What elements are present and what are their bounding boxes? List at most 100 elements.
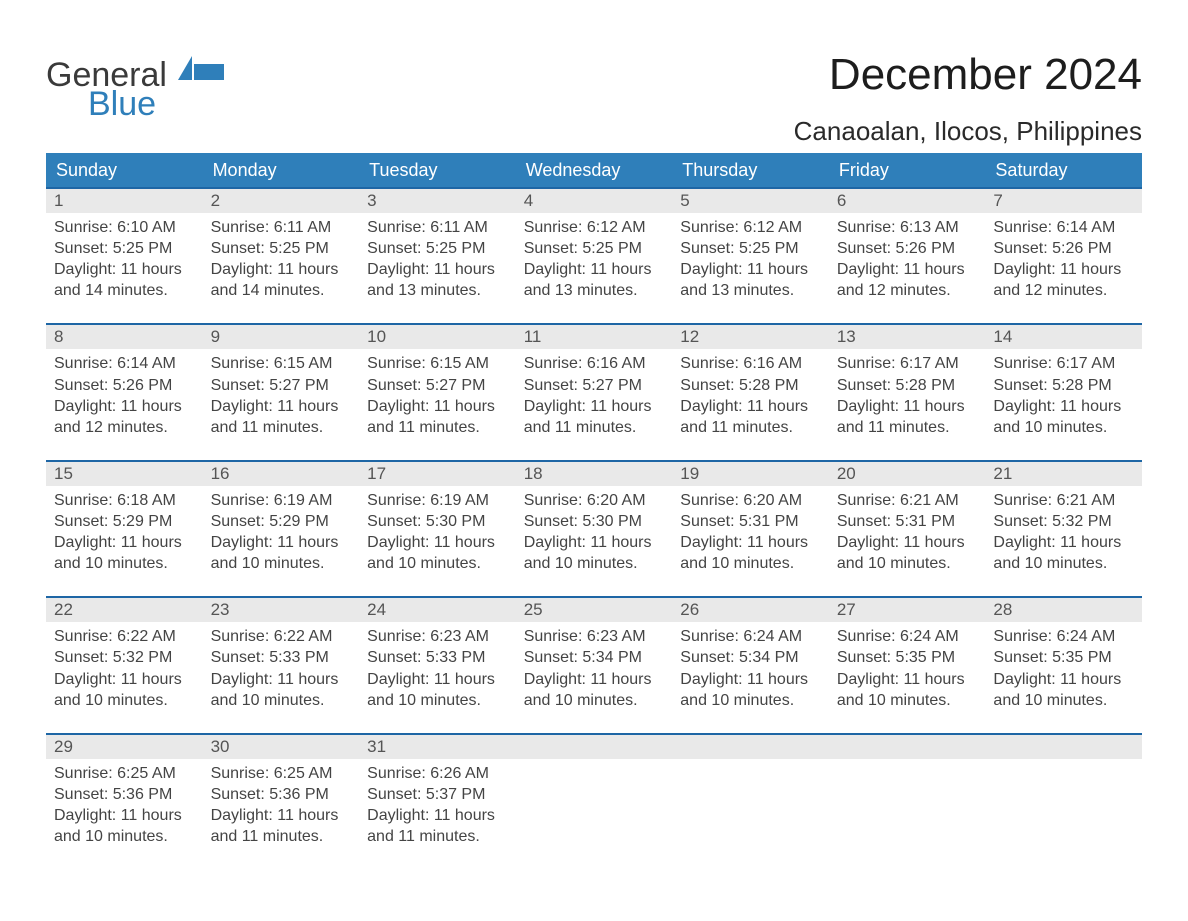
day-sunset: Sunset: 5:35 PM: [837, 647, 978, 668]
day-daylight1: Daylight: 11 hours: [993, 669, 1134, 690]
day-sunset: Sunset: 5:36 PM: [54, 784, 195, 805]
day-number: 30: [203, 737, 360, 757]
day-sunset: Sunset: 5:26 PM: [54, 375, 195, 396]
day-daylight1: Daylight: 11 hours: [837, 396, 978, 417]
day-daylight2: and 11 minutes.: [367, 417, 508, 438]
day-sunset: Sunset: 5:32 PM: [993, 511, 1134, 532]
day-daylight1: Daylight: 11 hours: [993, 259, 1134, 280]
day-daylight1: Daylight: 11 hours: [680, 532, 821, 553]
day-daylight1: Daylight: 11 hours: [837, 259, 978, 280]
day-sunrise: Sunrise: 6:15 AM: [367, 353, 508, 374]
day-content-row: Sunrise: 6:10 AMSunset: 5:25 PMDaylight:…: [46, 213, 1142, 305]
day-number: 18: [516, 464, 673, 484]
day-sunset: Sunset: 5:30 PM: [524, 511, 665, 532]
week-row: 22232425262728Sunrise: 6:22 AMSunset: 5:…: [46, 596, 1142, 714]
dow-thursday: Thursday: [672, 160, 829, 181]
day-sunset: Sunset: 5:29 PM: [54, 511, 195, 532]
day-number: 12: [672, 327, 829, 347]
brand-logo: General Blue: [46, 50, 224, 119]
day-sunrise: Sunrise: 6:12 AM: [524, 217, 665, 238]
dow-wednesday: Wednesday: [516, 160, 673, 181]
day-sunrise: Sunrise: 6:15 AM: [211, 353, 352, 374]
day-daylight2: and 14 minutes.: [211, 280, 352, 301]
day-daylight1: Daylight: 11 hours: [680, 396, 821, 417]
day-sunrise: Sunrise: 6:21 AM: [837, 490, 978, 511]
day-daylight2: and 10 minutes.: [680, 553, 821, 574]
day-number: 5: [672, 191, 829, 211]
day-content-row: Sunrise: 6:22 AMSunset: 5:32 PMDaylight:…: [46, 622, 1142, 714]
day-content-row: Sunrise: 6:14 AMSunset: 5:26 PMDaylight:…: [46, 349, 1142, 441]
day-sunset: Sunset: 5:34 PM: [524, 647, 665, 668]
day-number: 23: [203, 600, 360, 620]
day-sunset: Sunset: 5:33 PM: [211, 647, 352, 668]
day-daylight1: Daylight: 11 hours: [524, 259, 665, 280]
day-daylight1: Daylight: 11 hours: [54, 669, 195, 690]
day-cell: Sunrise: 6:14 AMSunset: 5:26 PMDaylight:…: [46, 349, 203, 441]
day-daylight1: Daylight: 11 hours: [211, 532, 352, 553]
day-sunrise: Sunrise: 6:25 AM: [54, 763, 195, 784]
day-sunrise: Sunrise: 6:17 AM: [837, 353, 978, 374]
day-number: 20: [829, 464, 986, 484]
day-sunset: Sunset: 5:25 PM: [211, 238, 352, 259]
day-sunrise: Sunrise: 6:24 AM: [837, 626, 978, 647]
day-daylight2: and 13 minutes.: [524, 280, 665, 301]
day-cell: Sunrise: 6:14 AMSunset: 5:26 PMDaylight:…: [985, 213, 1142, 305]
day-cell: Sunrise: 6:16 AMSunset: 5:27 PMDaylight:…: [516, 349, 673, 441]
day-sunset: Sunset: 5:26 PM: [837, 238, 978, 259]
day-cell: [829, 759, 986, 851]
day-daylight1: Daylight: 11 hours: [367, 669, 508, 690]
day-sunset: Sunset: 5:36 PM: [211, 784, 352, 805]
day-daylight1: Daylight: 11 hours: [993, 396, 1134, 417]
day-cell: Sunrise: 6:13 AMSunset: 5:26 PMDaylight:…: [829, 213, 986, 305]
day-daylight1: Daylight: 11 hours: [524, 532, 665, 553]
day-cell: Sunrise: 6:17 AMSunset: 5:28 PMDaylight:…: [829, 349, 986, 441]
day-sunset: Sunset: 5:32 PM: [54, 647, 195, 668]
day-sunset: Sunset: 5:33 PM: [367, 647, 508, 668]
day-number: 2: [203, 191, 360, 211]
day-sunrise: Sunrise: 6:21 AM: [993, 490, 1134, 511]
day-number: 25: [516, 600, 673, 620]
day-number: 26: [672, 600, 829, 620]
dow-friday: Friday: [829, 160, 986, 181]
day-number: 16: [203, 464, 360, 484]
logo-text: General Blue: [46, 56, 224, 119]
day-sunrise: Sunrise: 6:23 AM: [524, 626, 665, 647]
day-daylight2: and 10 minutes.: [993, 417, 1134, 438]
day-number-strip: 15161718192021: [46, 462, 1142, 486]
day-daylight2: and 11 minutes.: [680, 417, 821, 438]
day-sunrise: Sunrise: 6:19 AM: [367, 490, 508, 511]
day-daylight2: and 12 minutes.: [993, 280, 1134, 301]
day-daylight2: and 10 minutes.: [211, 553, 352, 574]
day-cell: Sunrise: 6:24 AMSunset: 5:35 PMDaylight:…: [829, 622, 986, 714]
day-sunset: Sunset: 5:25 PM: [367, 238, 508, 259]
day-sunrise: Sunrise: 6:14 AM: [993, 217, 1134, 238]
day-sunrise: Sunrise: 6:16 AM: [524, 353, 665, 374]
day-daylight2: and 10 minutes.: [367, 690, 508, 711]
day-sunset: Sunset: 5:28 PM: [680, 375, 821, 396]
day-number: 27: [829, 600, 986, 620]
day-daylight1: Daylight: 11 hours: [54, 259, 195, 280]
day-cell: Sunrise: 6:22 AMSunset: 5:32 PMDaylight:…: [46, 622, 203, 714]
day-number: 14: [985, 327, 1142, 347]
week-row: 293031Sunrise: 6:25 AMSunset: 5:36 PMDay…: [46, 733, 1142, 851]
day-sunset: Sunset: 5:25 PM: [680, 238, 821, 259]
day-sunrise: Sunrise: 6:13 AM: [837, 217, 978, 238]
day-daylight2: and 10 minutes.: [367, 553, 508, 574]
week-row: 1234567Sunrise: 6:10 AMSunset: 5:25 PMDa…: [46, 187, 1142, 305]
day-number: 8: [46, 327, 203, 347]
week-row: 15161718192021Sunrise: 6:18 AMSunset: 5:…: [46, 460, 1142, 578]
calendar-page: General Blue December 2024 Canaoalan, Il…: [0, 0, 1188, 921]
day-sunset: Sunset: 5:34 PM: [680, 647, 821, 668]
day-cell: Sunrise: 6:24 AMSunset: 5:34 PMDaylight:…: [672, 622, 829, 714]
day-daylight2: and 10 minutes.: [680, 690, 821, 711]
day-sunrise: Sunrise: 6:22 AM: [54, 626, 195, 647]
day-sunrise: Sunrise: 6:20 AM: [680, 490, 821, 511]
day-sunset: Sunset: 5:28 PM: [837, 375, 978, 396]
day-daylight1: Daylight: 11 hours: [54, 532, 195, 553]
day-cell: Sunrise: 6:25 AMSunset: 5:36 PMDaylight:…: [46, 759, 203, 851]
day-cell: [672, 759, 829, 851]
day-number-strip: 1234567: [46, 189, 1142, 213]
day-sunrise: Sunrise: 6:23 AM: [367, 626, 508, 647]
day-number: 24: [359, 600, 516, 620]
day-daylight2: and 13 minutes.: [367, 280, 508, 301]
